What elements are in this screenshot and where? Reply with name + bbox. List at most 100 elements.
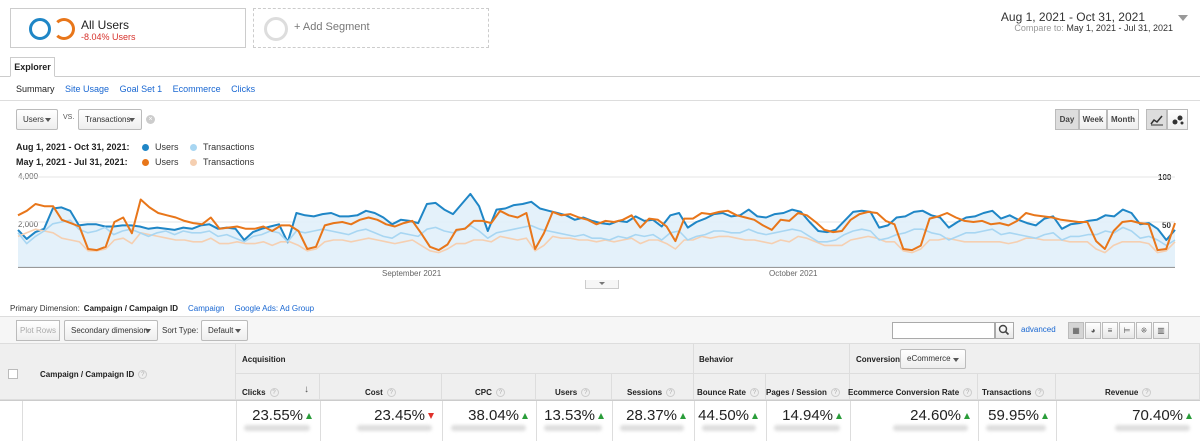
column-header-cpc[interactable]: CPC? (475, 388, 505, 398)
chart-collapse-handle[interactable] (585, 280, 619, 289)
column-header-ecommerce-conversion-rate[interactable]: Ecommerce Conversion Rate? (848, 388, 973, 398)
dimension-header-cell (0, 344, 236, 400)
metric-select-primary[interactable]: Users (16, 109, 58, 130)
table-view-comparison-icon[interactable]: ⊨ (1119, 322, 1135, 339)
metric-change-value: 23.45% (374, 407, 425, 424)
column-header-cell[interactable] (1056, 374, 1200, 400)
series-users-current[interactable] (17, 192, 1176, 244)
column-header-sessions[interactable]: Sessions? (627, 388, 676, 398)
help-icon[interactable]: ? (1035, 388, 1045, 398)
column-header-cell[interactable] (236, 374, 320, 400)
help-icon[interactable]: ? (495, 388, 505, 398)
series-transactions-current[interactable] (17, 219, 1176, 247)
help-icon[interactable]: ? (581, 388, 591, 398)
column-header-cell[interactable] (850, 374, 978, 400)
conversions-label: Conversions (856, 355, 905, 364)
redacted-value (451, 425, 526, 431)
column-header-cell[interactable] (978, 374, 1056, 400)
x-label-september: September 2021 (382, 269, 442, 278)
help-icon[interactable]: ? (1142, 388, 1152, 398)
date-range-main: Aug 1, 2021 - Oct 31, 2021 (1000, 10, 1145, 24)
line-chart[interactable] (0, 170, 1200, 282)
column-divider (978, 401, 979, 441)
y-tick-left-2000: 2,000 (18, 220, 39, 229)
column-header-pages-session[interactable]: Pages / Session? (766, 388, 840, 398)
column-header-text: Pages / Session (766, 388, 827, 397)
arrow-up-icon (598, 413, 604, 420)
help-icon[interactable]: ? (269, 388, 279, 398)
primary-dimension-selected: Campaign / Campaign ID (83, 304, 179, 313)
remove-metric-icon[interactable]: × (146, 115, 155, 124)
conversions-type-value: eCommerce (907, 354, 951, 363)
column-header-users[interactable]: Users? (555, 388, 591, 398)
search-button[interactable] (995, 322, 1014, 339)
column-header-text: Clicks (242, 388, 266, 397)
metric-change-users: 13.53% (544, 407, 604, 424)
granularity-week-button[interactable]: Week (1079, 109, 1107, 130)
chevron-down-icon[interactable] (1178, 15, 1188, 21)
column-header-cell[interactable] (320, 374, 442, 400)
subtab-ecommerce[interactable]: Ecommerce (172, 84, 221, 94)
column-header-text: Users (555, 388, 578, 397)
column-header-bounce-rate[interactable]: Bounce Rate? (697, 388, 759, 398)
metric-select-secondary[interactable]: Transactions (78, 109, 142, 130)
segment-all-users[interactable]: All Users -8.04% Users (10, 8, 246, 48)
table-view-pivot-icon[interactable]: ▥ (1153, 322, 1169, 339)
advanced-filter-link[interactable]: advanced (1021, 325, 1056, 334)
metric-change-ecommerce-conversion-rate: 24.60% (910, 407, 970, 424)
column-divider (320, 401, 321, 441)
help-icon[interactable]: ? (963, 388, 973, 398)
line-chart-view-button[interactable] (1146, 109, 1167, 130)
column-header-text: Ecommerce Conversion Rate (848, 388, 960, 397)
subtab-goal-set-1[interactable]: Goal Set 1 (119, 84, 163, 94)
sort-descending-icon[interactable]: ↓ (304, 384, 309, 395)
help-icon[interactable]: ? (749, 388, 759, 398)
column-header-text: Cost (365, 388, 383, 397)
metric-change-value: 70.40% (1132, 407, 1183, 424)
legend-label: Transactions (203, 142, 255, 152)
help-icon[interactable]: ? (830, 388, 840, 398)
column-header-cost[interactable]: Cost? (365, 388, 396, 398)
subtab-summary[interactable]: Summary (16, 84, 55, 94)
subtab-clicks[interactable]: Clicks (231, 84, 256, 94)
arrow-up-icon (522, 413, 528, 420)
column-header-revenue[interactable]: Revenue? (1105, 388, 1152, 398)
series-transactions-previous[interactable] (17, 228, 1176, 254)
column-header-cell[interactable] (442, 374, 536, 400)
dimension-column-header[interactable]: Campaign / Campaign ID? (40, 370, 148, 380)
legend-dot-icon (190, 144, 197, 152)
add-segment-circle-icon (264, 17, 288, 41)
primary-dimension-campaign[interactable]: Campaign (188, 304, 225, 313)
granularity-month-button[interactable]: Month (1107, 109, 1139, 130)
select-all-checkbox[interactable] (8, 369, 18, 379)
tab-explorer[interactable]: Explorer (10, 57, 55, 77)
granularity-day-button[interactable]: Day (1055, 109, 1079, 130)
table-search-input[interactable] (892, 322, 995, 339)
table-view-pie-icon[interactable]: ◕ (1085, 322, 1101, 339)
plot-rows-button[interactable]: Plot Rows (16, 320, 60, 341)
motion-chart-view-button[interactable] (1167, 109, 1188, 130)
column-header-transactions[interactable]: Transactions? (982, 388, 1045, 398)
legend-label: Transactions (203, 157, 255, 167)
table-view-term-cloud-icon[interactable]: ⁜ (1136, 322, 1152, 339)
column-header-cell[interactable] (536, 374, 612, 400)
sort-type-label: Sort Type: (162, 326, 199, 335)
series-users-previous[interactable] (17, 198, 1176, 252)
table-view-data-icon[interactable]: ▦ (1068, 322, 1084, 339)
sort-type-select[interactable]: Default (201, 320, 248, 341)
subtab-site-usage[interactable]: Site Usage (65, 84, 110, 94)
secondary-dimension-select[interactable]: Secondary dimension (64, 320, 158, 341)
metric-change-value: 28.37% (626, 407, 677, 424)
segment-donut-current-icon (29, 18, 51, 40)
series-users-current-area (18, 193, 1175, 267)
column-header-clicks[interactable]: Clicks? (242, 388, 279, 398)
arrow-up-icon (964, 413, 970, 420)
help-icon[interactable]: ? (138, 370, 148, 380)
help-icon[interactable]: ? (386, 388, 396, 398)
conversions-type-select[interactable]: eCommerce (900, 349, 966, 369)
column-header-cell[interactable] (612, 374, 694, 400)
add-segment-button[interactable]: + Add Segment (253, 8, 489, 48)
help-icon[interactable]: ? (666, 388, 676, 398)
table-view-performance-icon[interactable]: ≡ (1102, 322, 1118, 339)
primary-dimension-ad-group[interactable]: Google Ads: Ad Group (234, 304, 315, 313)
